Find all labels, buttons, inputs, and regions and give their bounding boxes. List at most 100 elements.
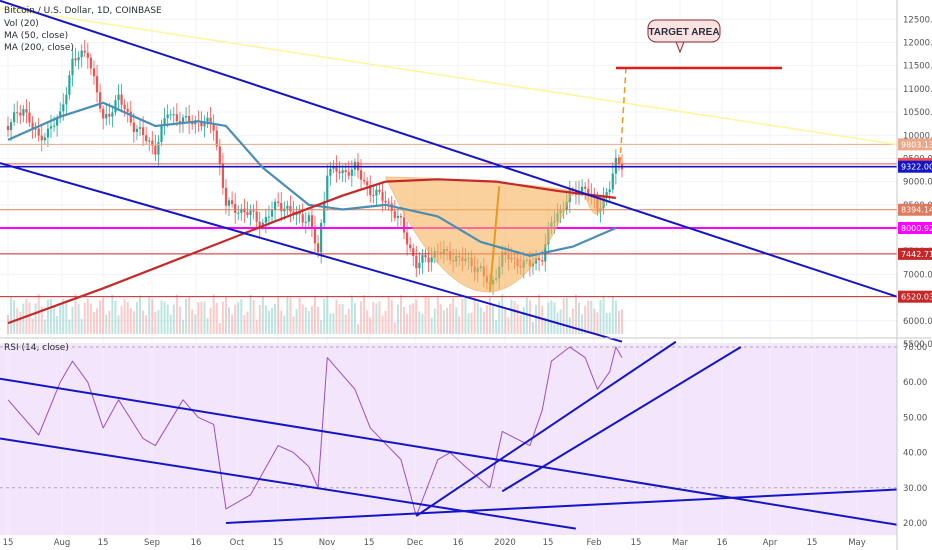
volume-bar (553, 302, 556, 334)
candle-body (350, 169, 353, 176)
volume-bar (329, 313, 332, 334)
price-tick-label: 12000.00 (903, 38, 932, 48)
candle-body (363, 179, 366, 182)
legend-rsi[interactable]: RSI (14, close) (4, 343, 69, 353)
volume-bar (43, 319, 46, 334)
volume-bar (470, 312, 473, 334)
legend-ma50[interactable]: MA (50, close) (4, 31, 68, 41)
price-tick-label: 11500.00 (903, 62, 932, 72)
rsi-tick-label: 60.00 (903, 378, 927, 388)
volume-bar (292, 316, 295, 334)
candle-body (227, 200, 231, 206)
volume-bar (372, 301, 375, 334)
volume-bar (181, 319, 184, 334)
volume-bar (378, 301, 381, 334)
volume-bar (332, 313, 335, 334)
volume-bar (369, 317, 372, 334)
volume-bar (488, 297, 491, 334)
volume-bar (519, 315, 522, 334)
candle-body (359, 170, 363, 180)
price-level-tag-label: 6520.03 (901, 293, 932, 302)
channel-lower-trendline (0, 162, 623, 343)
candle-body (13, 112, 16, 123)
candle-body (313, 227, 317, 244)
volume-bar (602, 295, 605, 334)
volume-bar (516, 304, 519, 334)
candle-body (587, 188, 590, 196)
rsi-upper-trendline (0, 377, 898, 526)
volume-bar (415, 299, 418, 334)
volume-bar (476, 302, 479, 334)
candle-body (188, 115, 191, 123)
price-tick-label: 11000.00 (903, 85, 932, 95)
candle-body (384, 200, 387, 203)
candle-body (215, 130, 218, 147)
volume-bar (46, 299, 49, 334)
legend-volume[interactable]: Vol (20) (4, 19, 39, 29)
volume-bar (507, 317, 510, 334)
price-level-tag: 8000.92 (898, 221, 932, 234)
legend-ma200[interactable]: MA (200, close) (4, 43, 74, 53)
candle-body (381, 191, 384, 201)
main-legend-title[interactable]: Bitcoin / U.S. Dollar, 1D, COINBASE (4, 6, 162, 16)
volume-bar (581, 314, 584, 334)
candle-body (117, 94, 120, 101)
volume-bar (614, 300, 617, 334)
volume-bar (111, 294, 114, 334)
volume-bar (314, 295, 316, 334)
volume-bar (234, 304, 237, 334)
volume-bar (237, 302, 240, 334)
volume-bar (96, 308, 99, 334)
volume-bar (547, 302, 550, 334)
volume-bar (274, 303, 277, 334)
rsi-rising-trendline-1 (415, 340, 677, 517)
price-level-tag: 7442.71 (898, 247, 932, 260)
volume-bar (163, 301, 166, 334)
x-tick-label: 15 (3, 538, 14, 548)
candle-body (243, 208, 246, 213)
candle-body (157, 141, 160, 155)
candle-body (9, 122, 13, 131)
candle-body (135, 128, 139, 133)
candle-body (310, 215, 314, 228)
price-level-tag-bg (898, 138, 932, 151)
candle-body (111, 112, 114, 117)
volume-bar (215, 302, 218, 334)
volume-bar (479, 307, 482, 334)
volume-bar (403, 306, 406, 334)
volume-bar (584, 305, 587, 334)
candle-body (62, 104, 65, 112)
volume-bar (34, 303, 37, 334)
target-area-callout[interactable]: TARGET AREA (647, 19, 721, 54)
volume-bar (135, 302, 138, 334)
candle-body (19, 112, 22, 116)
candle-body (258, 221, 261, 227)
volume-bar (449, 303, 452, 334)
volume-bar (191, 309, 194, 334)
volume-bar (436, 295, 439, 334)
volume-bar (102, 297, 105, 334)
candle-body (83, 50, 86, 53)
volume-bar (596, 312, 599, 334)
candle-body (249, 210, 252, 215)
candle-body (163, 118, 166, 126)
price-level-tag: 9322.00 (898, 160, 932, 173)
x-tick-label: Apr (763, 538, 778, 548)
volume-bar (541, 305, 544, 334)
volume-bar (117, 315, 120, 334)
volume-bar (461, 298, 464, 334)
candle-body (99, 92, 102, 109)
candle-body (252, 210, 255, 212)
volume-bar (200, 301, 203, 334)
volume-bar (295, 308, 298, 334)
volume-bar (145, 315, 148, 334)
volume-bar (418, 311, 421, 334)
candle-body (538, 258, 541, 261)
price-tick-label: 6000.00 (903, 317, 932, 327)
volume-bar (424, 297, 427, 334)
volume-bar (243, 315, 246, 334)
volume-bar (317, 306, 320, 334)
x-tick-label: 16 (717, 538, 728, 548)
target-area-pointer (675, 41, 685, 54)
